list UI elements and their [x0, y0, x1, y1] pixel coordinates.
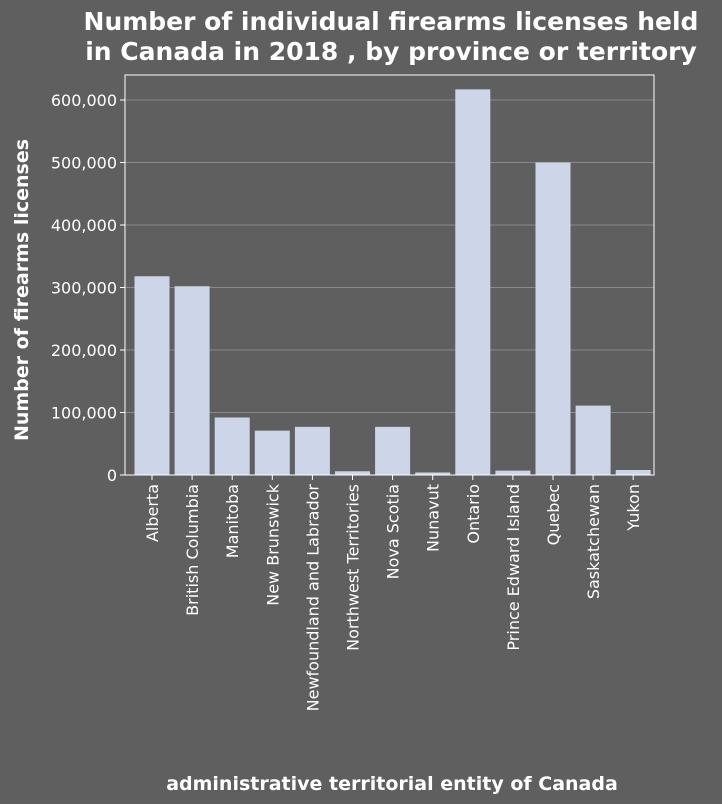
bar-new-brunswick	[255, 431, 290, 475]
y-tick-label: 100,000	[51, 404, 117, 423]
x-tick-label: Prince Edward Island	[504, 484, 523, 651]
bar-northwest-territories	[335, 471, 370, 475]
x-tick-label: Alberta	[143, 484, 162, 542]
x-tick-label: Quebec	[544, 484, 563, 545]
x-tick-label: New Brunswick	[263, 483, 282, 605]
x-tick-label: Northwest Territories	[344, 484, 363, 651]
y-tick-label: 0	[107, 466, 117, 485]
y-axis-ticks: 0 100,000 200,000 300,000 400,000 500,000 600,…	[51, 91, 125, 485]
x-axis-title: administrative territorial entity of Can…	[166, 773, 618, 795]
bar-british-columbia	[175, 286, 210, 475]
y-tick-label: 200,000	[51, 341, 117, 360]
y-tick-label: 400,000	[51, 216, 117, 235]
x-tick-label: Nova Scotia	[384, 484, 403, 579]
x-tick-label: Manitoba	[223, 484, 242, 558]
bar-saskatchewan	[576, 406, 611, 475]
bar-alberta	[135, 276, 170, 475]
chart-title-line-2: in Canada in 2018 , by province or terri…	[85, 37, 697, 66]
x-tick-label: British Columbia	[183, 484, 202, 616]
bar-prince-edward-island	[495, 471, 530, 475]
y-tick-label: 500,000	[51, 154, 117, 173]
bar-yukon	[616, 470, 651, 475]
bar-manitoba	[215, 418, 250, 476]
bar-newfoundland-and-labrador	[295, 427, 330, 475]
y-tick-label: 300,000	[51, 279, 117, 298]
y-axis-title: Number of firearms licenses	[11, 139, 33, 441]
x-tick-label: Saskatchewan	[584, 484, 603, 599]
x-axis-ticks: Alberta British Columbia Manitoba New Bruns…	[143, 475, 643, 711]
y-tick-label: 600,000	[51, 91, 117, 110]
x-tick-label: Ontario	[464, 484, 483, 544]
bar-quebec	[536, 163, 571, 476]
x-tick-label: Newfoundland and Labrador	[303, 484, 322, 712]
x-tick-label: Yukon	[624, 484, 643, 532]
bar-ontario	[455, 89, 490, 475]
bar-nova-scotia	[375, 427, 410, 475]
chart-title-line-1: Number of individual firearms licenses h…	[84, 7, 699, 36]
bars	[135, 89, 651, 475]
x-tick-label: Nunavut	[424, 484, 443, 552]
